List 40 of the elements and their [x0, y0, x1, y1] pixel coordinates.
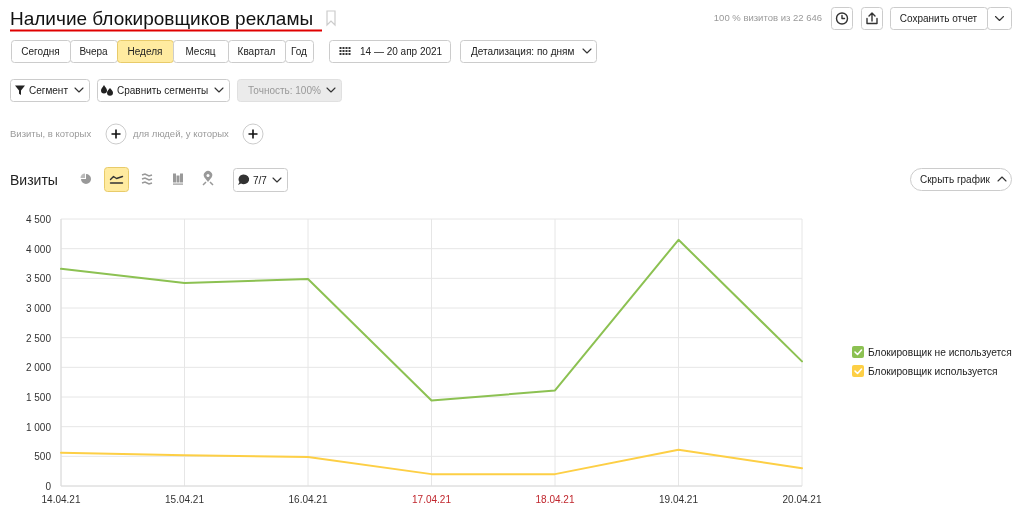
- y-tick-label: 2 000: [25, 362, 52, 374]
- chart-subtitle: Визиты: [10, 172, 58, 188]
- text: Сегодня: [21, 46, 60, 57]
- text: Сохранить отчет: [899, 13, 978, 24]
- chart-title: Наличие блокировщиков рекламы: [10, 8, 314, 29]
- text: Квартал: [237, 46, 276, 57]
- text: Точность: 100%: [248, 85, 321, 96]
- x-tick-label: 19.04.21: [659, 494, 699, 505]
- y-tick-label: 4 500: [25, 214, 52, 225]
- text: Неделя: [127, 46, 163, 57]
- text: для людей, у которых: [133, 128, 230, 139]
- text: 7/7: [253, 174, 268, 186]
- text: 14 — 20 апр 2021: [360, 46, 443, 57]
- text: Год: [291, 46, 308, 57]
- y-tick-label: 1 000: [25, 421, 52, 433]
- x-tick-label: 17.04.21: [412, 494, 452, 505]
- x-tick-label: 18.04.21: [535, 494, 575, 505]
- x-tick-label: 14.04.21: [41, 494, 81, 505]
- x-tick-label: 20.04.21: [782, 494, 822, 505]
- y-tick-label: 1 500: [25, 392, 52, 403]
- text: Месяц: [185, 46, 216, 57]
- text: Скрыть график: [920, 174, 991, 185]
- y-tick-label: 0: [45, 481, 52, 492]
- text: Детализация: по дням: [471, 46, 575, 57]
- text: 100 % визитов из 22 646: [713, 12, 822, 23]
- x-tick-label: 16.04.21: [288, 494, 328, 505]
- text: Сравнить сегменты: [117, 85, 209, 96]
- x-tick-label: 15.04.21: [165, 494, 205, 505]
- text: Сегмент: [29, 85, 69, 96]
- y-tick-label: 2 500: [25, 332, 52, 344]
- y-tick-label: 3 000: [25, 303, 52, 314]
- text: Вчера: [79, 46, 109, 57]
- line-series: [60, 238, 803, 402]
- y-tick-label: 3 500: [25, 273, 52, 285]
- y-tick-label: 4 000: [25, 243, 52, 255]
- legend-label: Блокировщик используется: [868, 366, 998, 377]
- y-tick-label: 500: [34, 451, 52, 463]
- line-series: [60, 448, 803, 476]
- legend-label: Блокировщик не используется: [868, 347, 1012, 358]
- text: Визиты, в которых: [10, 128, 92, 139]
